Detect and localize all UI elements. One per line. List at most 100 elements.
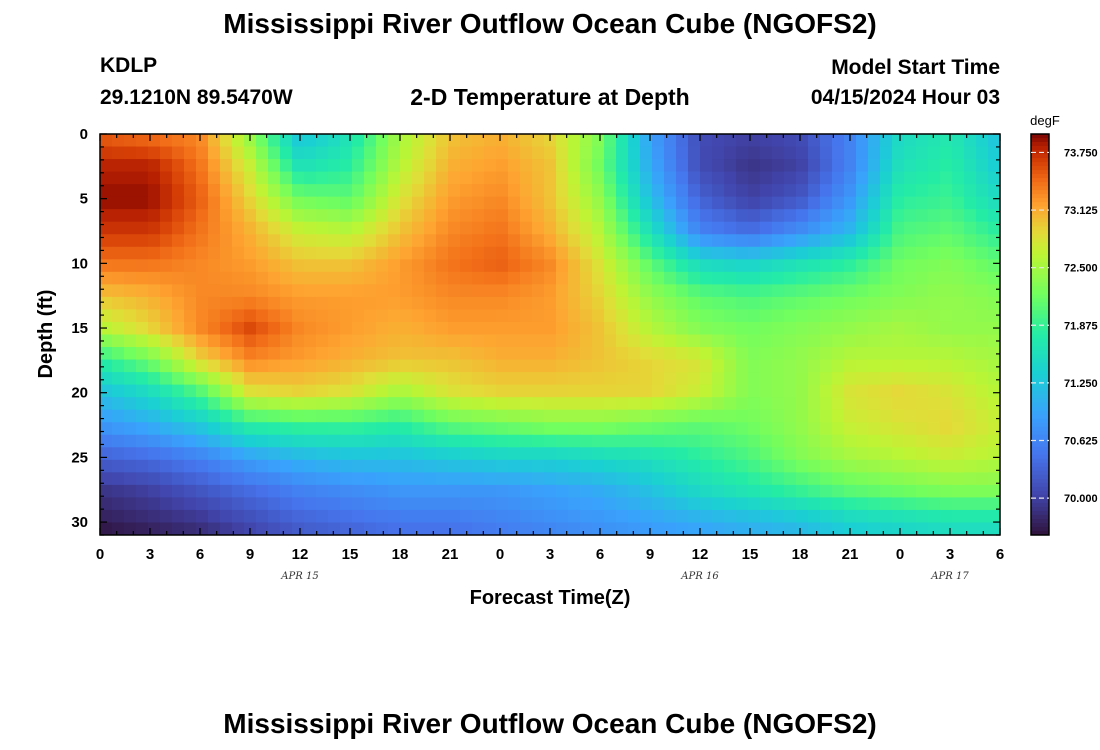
- colorbar-strip: [1031, 250, 1049, 255]
- heatmap-cell: [928, 472, 941, 486]
- heatmap-cell: [664, 246, 677, 260]
- heatmap-cell: [112, 296, 125, 311]
- heatmap-cell: [352, 397, 365, 411]
- heatmap-cell: [952, 359, 965, 373]
- heatmap-cell: [508, 134, 521, 148]
- heatmap-cell: [844, 459, 857, 473]
- heatmap-cell: [196, 447, 209, 461]
- heatmap-cell: [856, 484, 869, 499]
- heatmap-cell: [592, 284, 605, 298]
- heatmap-cell: [952, 296, 965, 311]
- heatmap-cell: [424, 146, 437, 160]
- heatmap-cell: [220, 296, 233, 311]
- heatmap-cell: [304, 484, 317, 499]
- heatmap-cell: [172, 271, 185, 285]
- heatmap-cell: [640, 484, 653, 499]
- heatmap-cell: [400, 422, 413, 436]
- heatmap-cell: [340, 309, 353, 323]
- heatmap-cell: [136, 384, 149, 398]
- heatmap-cell: [700, 472, 713, 486]
- heatmap-cell: [652, 196, 665, 210]
- heatmap-cell: [328, 447, 341, 461]
- heatmap-cell: [484, 409, 497, 423]
- heatmap-cell: [160, 359, 173, 373]
- colorbar-strip: [1031, 502, 1049, 508]
- heatmap-cell: [796, 484, 809, 499]
- heatmap-cell: [112, 271, 125, 285]
- heatmap-cell: [232, 447, 245, 461]
- heatmap-cell: [628, 384, 641, 398]
- colorbar-strip: [1031, 174, 1049, 179]
- heatmap-cell: [976, 309, 989, 323]
- heatmap-cell: [592, 259, 605, 273]
- heatmap-cell: [328, 372, 341, 386]
- heatmap-cell: [616, 434, 629, 448]
- heatmap-cell: [232, 422, 245, 436]
- heatmap-cell: [832, 234, 845, 248]
- heatmap-cell: [964, 522, 977, 535]
- heatmap-cell: [568, 309, 581, 323]
- heatmap-cell: [676, 447, 689, 461]
- heatmap-cell: [796, 359, 809, 373]
- heatmap-cell: [424, 334, 437, 348]
- heatmap-cell: [484, 497, 497, 511]
- heatmap-cell: [904, 184, 917, 198]
- heatmap-cell: [292, 409, 305, 423]
- heatmap-cell: [760, 409, 773, 423]
- heatmap-cell: [580, 484, 593, 499]
- heatmap-cell: [664, 509, 677, 524]
- colorbar-strip: [1031, 462, 1049, 468]
- heatmap-cell: [664, 171, 677, 185]
- heatmap-cell: [604, 334, 617, 348]
- heatmap-cell: [520, 146, 533, 160]
- colorbar-strip: [1031, 266, 1049, 271]
- heatmap-cell: [988, 384, 1000, 398]
- heatmap-cell: [220, 271, 233, 285]
- heatmap-cell: [208, 221, 221, 235]
- heatmap-cell: [772, 372, 785, 386]
- heatmap-cell: [580, 134, 593, 148]
- heatmap-cell: [196, 422, 209, 436]
- heatmap-cell: [520, 509, 533, 524]
- heatmap-cell: [904, 434, 917, 448]
- heatmap-cell: [196, 397, 209, 411]
- heatmap-cell: [784, 271, 797, 285]
- heatmap-cell: [136, 409, 149, 423]
- colorbar-strip: [1031, 182, 1049, 187]
- heatmap-cell: [976, 334, 989, 348]
- heatmap-cell: [808, 409, 821, 423]
- heatmap-cell: [460, 246, 473, 260]
- heatmap-cell: [280, 146, 293, 160]
- heatmap-cell: [304, 422, 317, 436]
- heatmap-cell: [664, 146, 677, 160]
- heatmap-cell: [580, 434, 593, 448]
- heatmap-cell: [760, 234, 773, 248]
- heatmap-cell: [484, 459, 497, 473]
- y-axis-title: Depth (ft): [35, 290, 57, 379]
- heatmap-cell: [856, 196, 869, 210]
- heatmap-cell: [208, 171, 221, 185]
- heatmap-cell: [928, 359, 941, 373]
- heatmap-cell: [556, 422, 569, 436]
- heatmap-cell: [820, 321, 833, 336]
- heatmap-cell: [424, 422, 437, 436]
- heatmap-cell: [664, 184, 677, 198]
- heatmap-cell: [844, 397, 857, 411]
- heatmap-cell: [184, 522, 197, 535]
- heatmap-cell: [520, 384, 533, 398]
- heatmap-cell: [688, 334, 701, 348]
- heatmap-cell: [568, 522, 581, 535]
- heatmap-cell: [436, 284, 449, 298]
- heatmap-cell: [712, 321, 725, 336]
- heatmap-cell: [880, 409, 893, 423]
- heatmap-cell: [904, 246, 917, 260]
- heatmap-cell: [400, 146, 413, 160]
- heatmap-cell: [700, 372, 713, 386]
- heatmap-cell: [208, 459, 221, 473]
- date-label: APR 16: [680, 571, 719, 582]
- heatmap-cell: [940, 271, 953, 285]
- heatmap-cell: [724, 271, 737, 285]
- heatmap-cell: [928, 134, 941, 148]
- heatmap-cell: [220, 397, 233, 411]
- heatmap-cell: [268, 284, 281, 298]
